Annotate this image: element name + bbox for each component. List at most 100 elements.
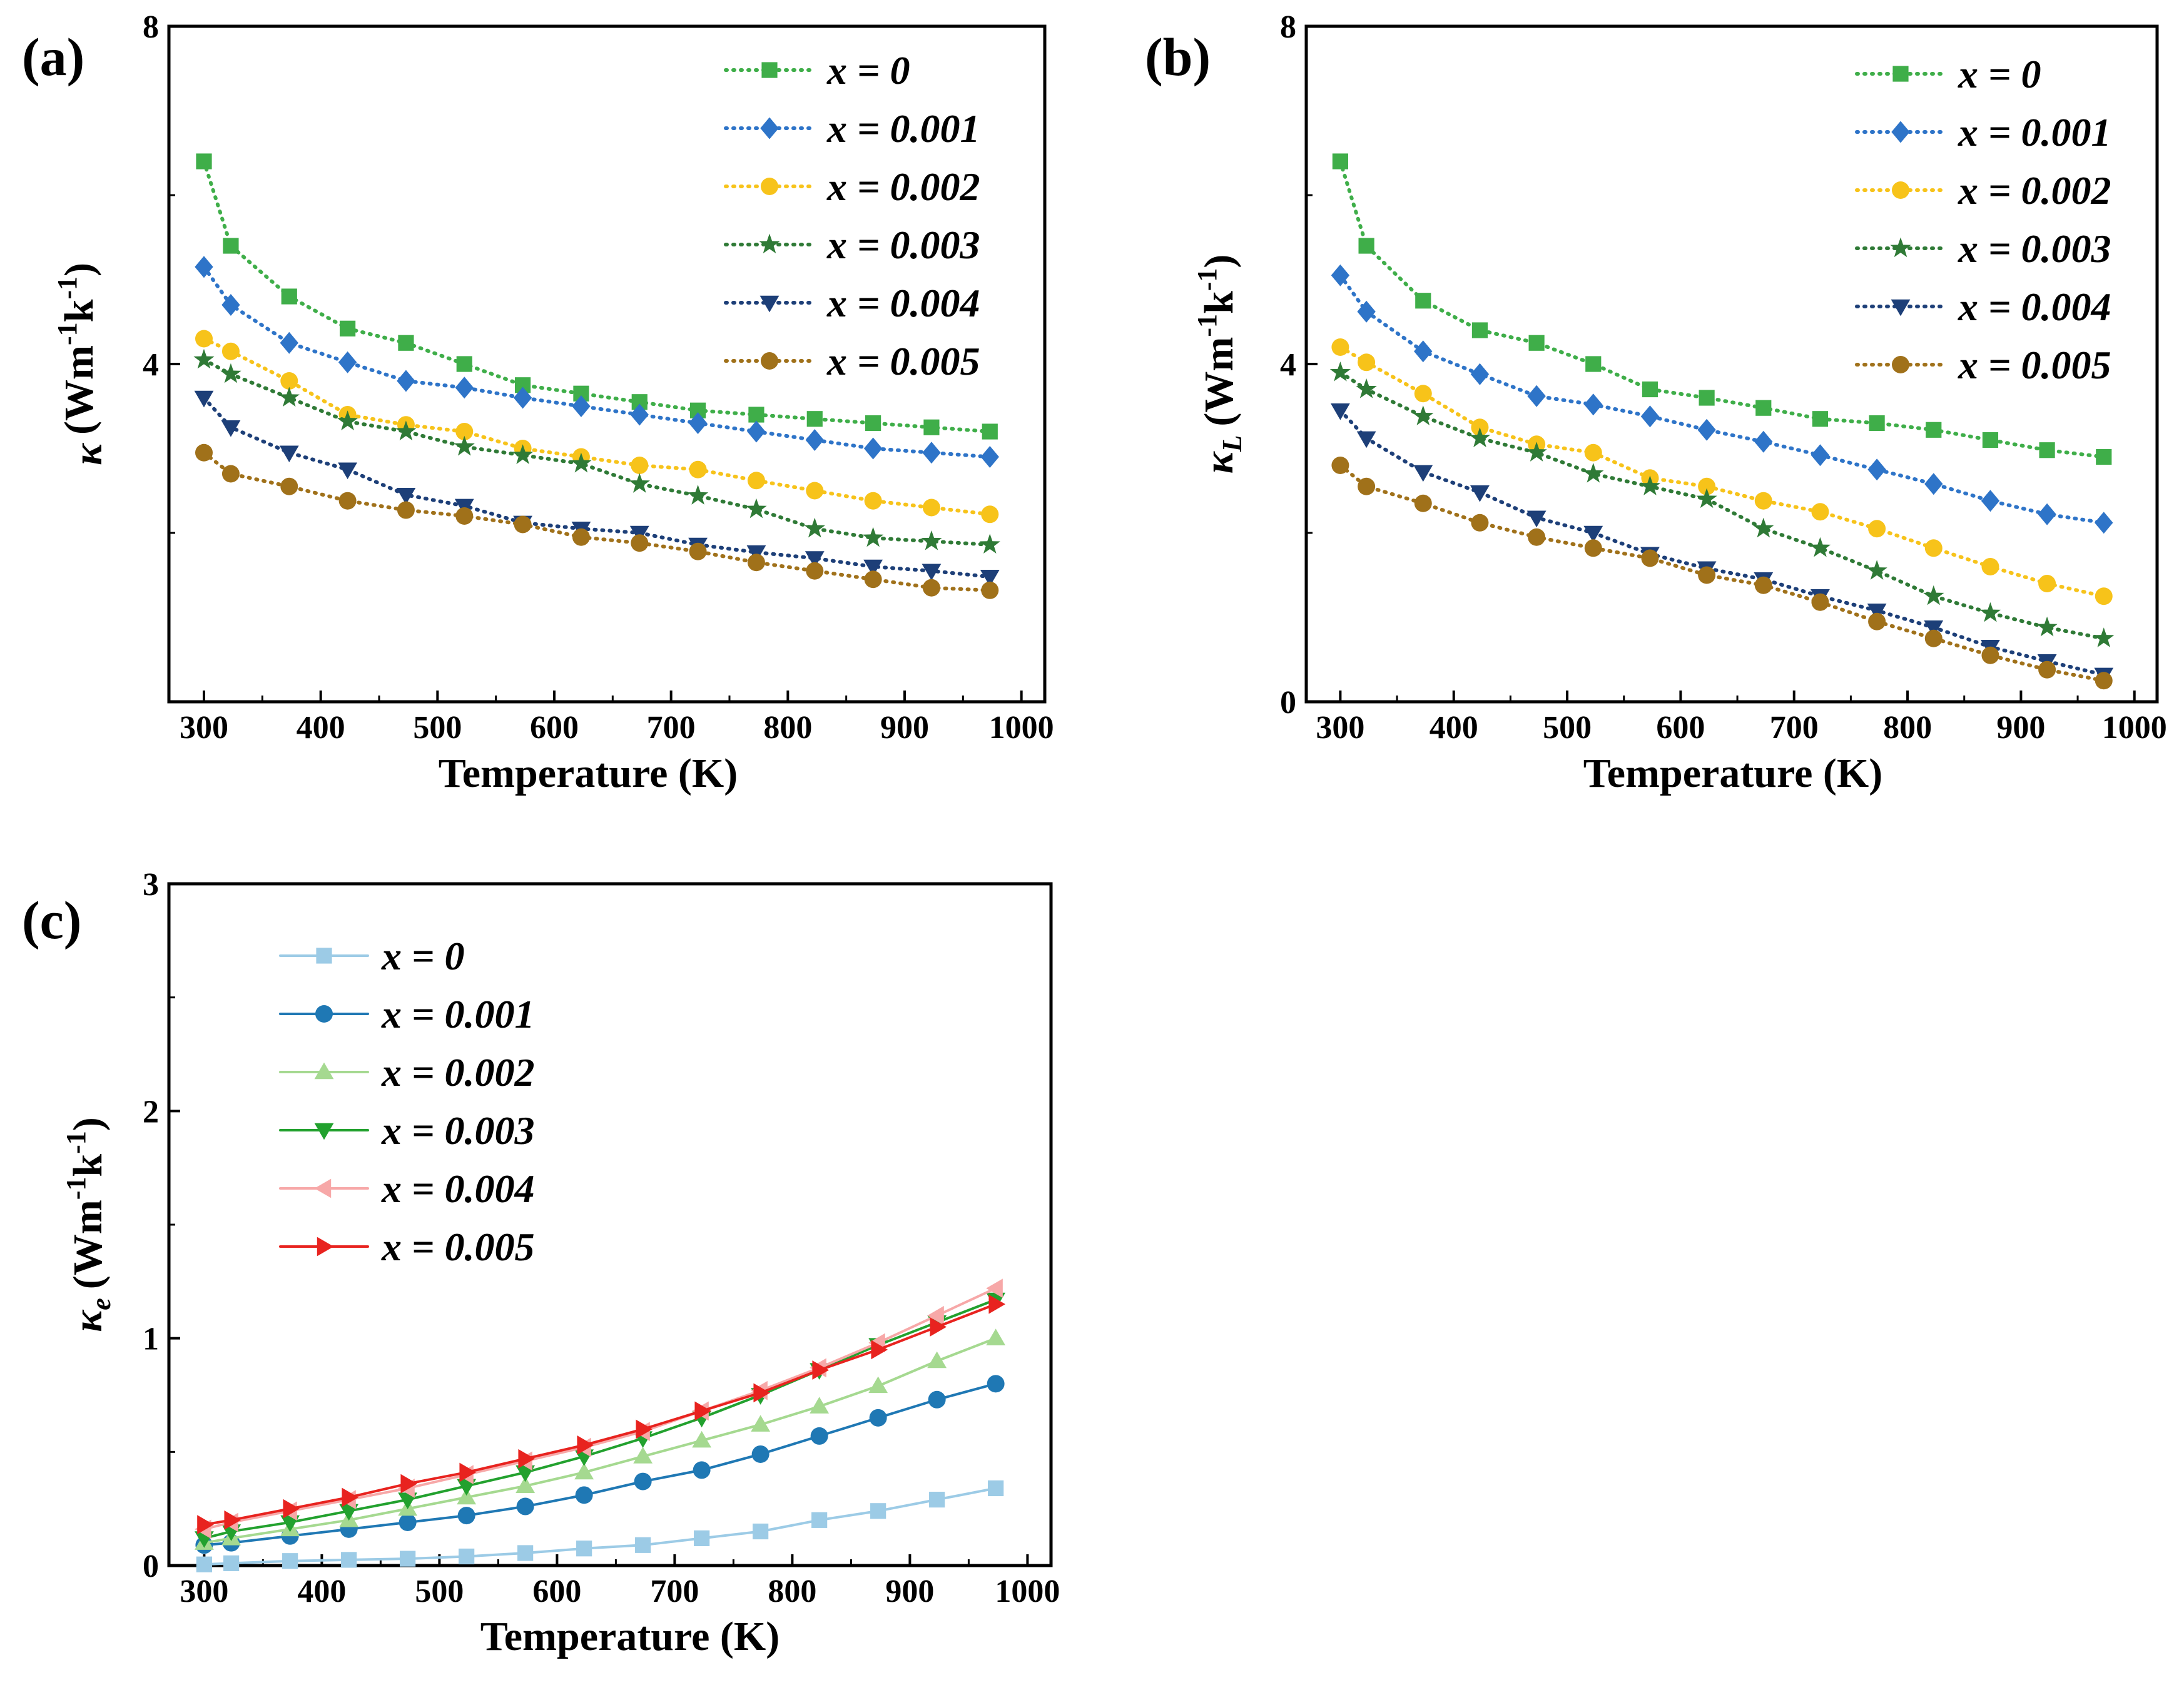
data-point-a-0-1 bbox=[223, 238, 239, 254]
data-point-b-2-10 bbox=[1868, 520, 1886, 538]
legend-marker-a-0 bbox=[761, 62, 778, 78]
legend-item-b-4: x = 0.004 bbox=[1855, 285, 2111, 329]
data-point-b-2-1 bbox=[1358, 353, 1376, 372]
data-point-a-3-6 bbox=[512, 444, 534, 464]
legend-marker-b-0 bbox=[1892, 66, 1909, 82]
legend-label-a-1: x = 0.001 bbox=[826, 106, 980, 151]
y-tick-label-b-4: 4 bbox=[1280, 347, 1296, 383]
y-axis-units-mid-a: k bbox=[56, 299, 102, 322]
panel-label-c: (c) bbox=[22, 890, 81, 950]
panel-a: (a) Temperature (K) κ(Wm-1k-1) 300 400 500… bbox=[22, 9, 1054, 796]
data-point-c-5-2 bbox=[283, 1499, 300, 1519]
series-c-1 bbox=[195, 1375, 1005, 1554]
data-point-c-0-8 bbox=[635, 1537, 651, 1553]
data-point-b-2-13 bbox=[2038, 575, 2056, 592]
y-axis-units-c: (Wm bbox=[65, 1200, 111, 1289]
data-point-b-2-5 bbox=[1584, 443, 1602, 462]
data-point-b-2-14 bbox=[2095, 587, 2113, 605]
data-point-a-4-2 bbox=[279, 445, 299, 463]
data-point-c-5-7 bbox=[577, 1435, 594, 1455]
data-point-c-0-6 bbox=[517, 1545, 534, 1561]
data-point-a-2-1 bbox=[221, 342, 240, 360]
data-point-b-2-7 bbox=[1698, 477, 1716, 495]
data-point-b-5-1 bbox=[1358, 477, 1376, 495]
data-point-b-2-3 bbox=[1471, 418, 1489, 437]
legend-marker-c-4 bbox=[314, 1178, 332, 1198]
data-point-b-1-14 bbox=[2095, 512, 2113, 534]
series-a-3 bbox=[193, 348, 1000, 554]
data-point-a-4-8 bbox=[629, 525, 649, 543]
data-point-b-1-4 bbox=[1527, 385, 1546, 407]
data-point-b-3-9 bbox=[1809, 537, 1831, 557]
legend-item-b-1: x = 0.001 bbox=[1855, 110, 2111, 154]
data-point-c-4-13 bbox=[927, 1305, 944, 1325]
data-point-c-0-4 bbox=[400, 1551, 416, 1567]
data-point-a-1-3 bbox=[338, 351, 357, 373]
data-point-a-2-8 bbox=[631, 457, 649, 474]
data-point-a-4-13 bbox=[922, 564, 942, 581]
data-point-a-2-10 bbox=[747, 472, 765, 490]
data-point-c-5-6 bbox=[518, 1449, 536, 1469]
data-point-c-0-11 bbox=[811, 1512, 828, 1528]
series-a-5 bbox=[195, 443, 999, 599]
legend-item-c-4: x = 0.004 bbox=[279, 1166, 534, 1211]
legend-marker-c-2 bbox=[314, 1062, 334, 1080]
data-point-c-1-13 bbox=[928, 1390, 946, 1409]
data-point-b-1-13 bbox=[2038, 503, 2056, 525]
data-point-a-2-0 bbox=[195, 330, 213, 348]
data-point-c-2-14 bbox=[986, 1328, 1006, 1345]
data-point-a-4-12 bbox=[863, 559, 883, 577]
data-point-a-5-13 bbox=[922, 579, 940, 597]
y-axis-exp1-c: -1 bbox=[61, 1177, 91, 1200]
data-point-c-1-9 bbox=[693, 1461, 711, 1479]
y-tick-label-c-1: 1 bbox=[143, 1322, 159, 1357]
data-point-c-4-14 bbox=[986, 1278, 1003, 1298]
data-point-c-2-11 bbox=[810, 1397, 830, 1414]
legend-label-b-1: x = 0.001 bbox=[1958, 110, 2111, 154]
data-point-a-0-2 bbox=[281, 288, 297, 305]
y-axis-symbol-c: κ bbox=[65, 1309, 111, 1332]
data-point-b-2-2 bbox=[1414, 385, 1432, 403]
x-tick-label-b-500: 500 bbox=[1543, 710, 1592, 746]
legend-item-b-3: x = 0.003 bbox=[1855, 226, 2111, 271]
data-point-a-3-7 bbox=[571, 452, 592, 473]
series-line-c-4 bbox=[203, 1287, 997, 1531]
legend-label-c-2: x = 0.002 bbox=[381, 1050, 534, 1095]
x-axis-title-c: Temperature (K) bbox=[480, 1614, 780, 1659]
legend-label-b-2: x = 0.002 bbox=[1958, 168, 2111, 213]
data-point-c-0-1 bbox=[223, 1555, 240, 1571]
data-point-c-0-13 bbox=[929, 1492, 945, 1508]
data-point-c-3-4 bbox=[398, 1492, 418, 1510]
series-a-1 bbox=[195, 256, 999, 468]
data-point-a-3-3 bbox=[337, 410, 358, 430]
data-point-a-0-5 bbox=[456, 356, 472, 372]
data-point-a-5-12 bbox=[864, 570, 882, 589]
data-point-b-5-7 bbox=[1698, 566, 1716, 584]
x-tick-label-c-900: 900 bbox=[885, 1574, 934, 1609]
legend-label-c-3: x = 0.003 bbox=[381, 1108, 534, 1153]
x-tick-label-a-400: 400 bbox=[297, 710, 345, 746]
x-tick-label-b-700: 700 bbox=[1770, 710, 1819, 746]
x-tick-label-c-1000: 1000 bbox=[995, 1574, 1060, 1609]
y-axis-symbol-a: κ bbox=[65, 442, 111, 465]
data-point-b-2-0 bbox=[1331, 338, 1349, 356]
data-point-c-5-10 bbox=[753, 1383, 771, 1403]
data-point-b-5-13 bbox=[2038, 660, 2056, 679]
legend-label-b-4: x = 0.004 bbox=[1958, 285, 2111, 329]
legend-item-c-1: x = 0.001 bbox=[279, 992, 534, 1036]
y-tick-label-b-0: 0 bbox=[1280, 685, 1296, 721]
data-point-a-3-1 bbox=[220, 363, 241, 383]
data-point-a-4-1 bbox=[221, 420, 241, 437]
data-point-b-5-11 bbox=[1924, 629, 1943, 647]
legend-item-a-0: x = 0 bbox=[724, 48, 910, 93]
y-axis-units-a: (Wm bbox=[56, 345, 102, 435]
legend-item-c-0: x = 0 bbox=[279, 934, 464, 978]
data-point-a-0-12 bbox=[865, 415, 881, 432]
data-point-a-1-5 bbox=[455, 377, 474, 399]
data-point-b-0-0 bbox=[1332, 153, 1348, 170]
data-point-c-0-7 bbox=[576, 1541, 592, 1557]
legend-item-c-5: x = 0.005 bbox=[279, 1225, 534, 1269]
x-tick-label-b-1000: 1000 bbox=[2102, 710, 2167, 746]
data-point-c-5-12 bbox=[871, 1340, 888, 1360]
data-point-c-0-9 bbox=[694, 1530, 710, 1546]
